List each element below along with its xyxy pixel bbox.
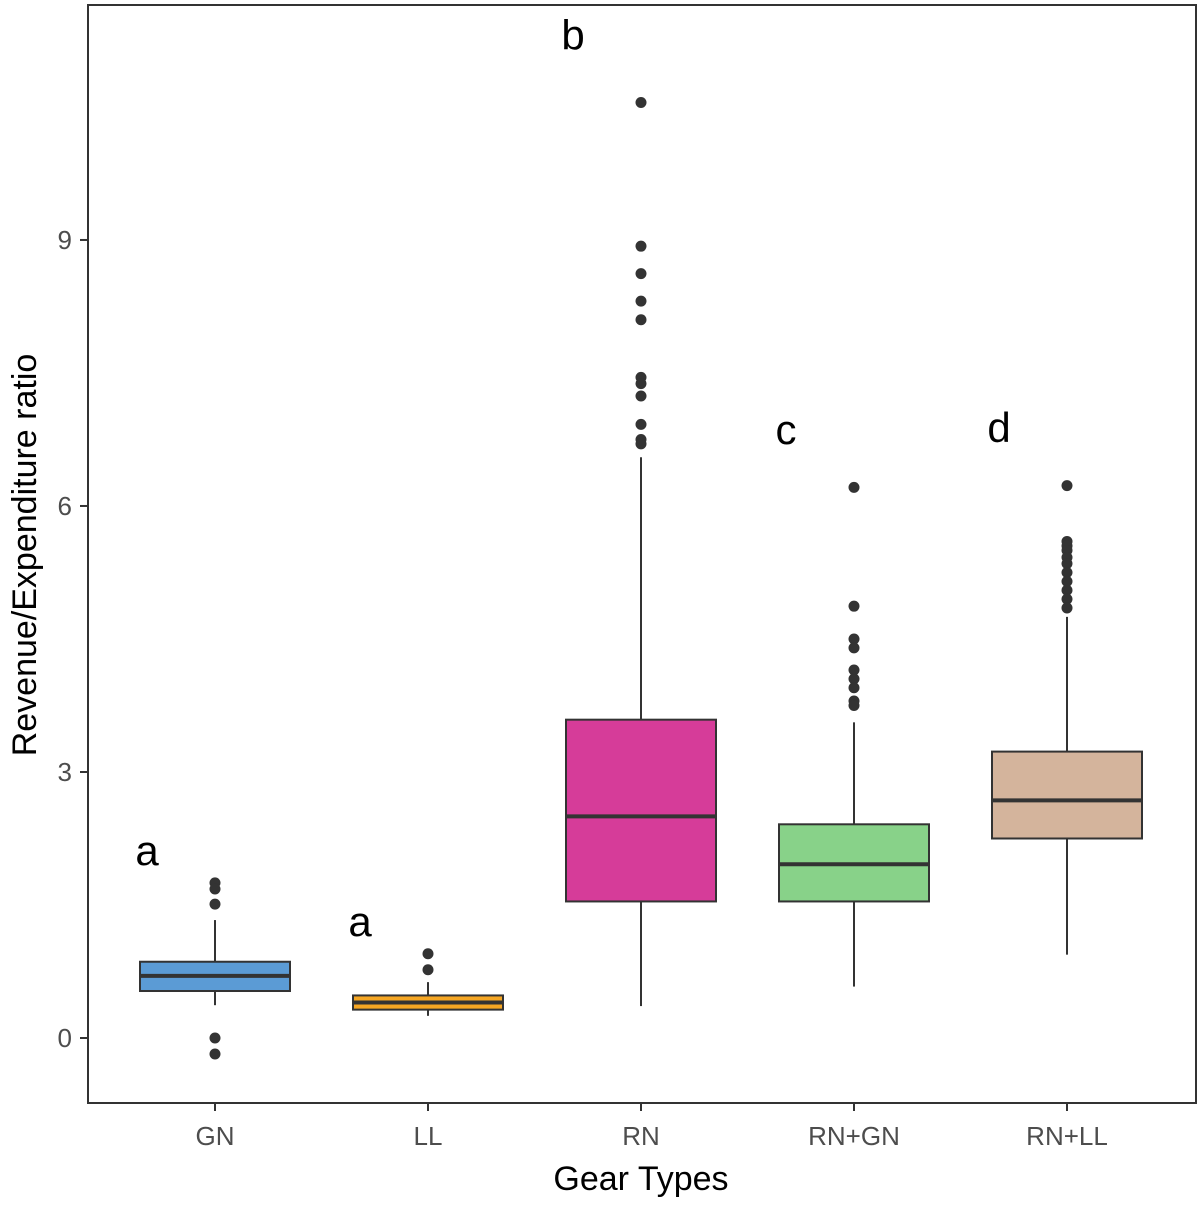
- box-group-ll: a: [348, 898, 504, 1016]
- outlier-point-rn: [635, 295, 647, 307]
- outlier-point-ll: [422, 948, 434, 960]
- x-tick-label-gn: GN: [196, 1121, 235, 1151]
- significance-letter-gn: a: [135, 827, 159, 874]
- outlier-point-rn-gn: [848, 682, 860, 694]
- outlier-point-rn-ll: [1061, 480, 1073, 492]
- significance-letter-ll: a: [348, 898, 372, 945]
- outlier-point-rn-gn: [848, 664, 860, 676]
- x-tick-label-ll: LL: [414, 1121, 443, 1151]
- outlier-point-gn: [209, 1032, 221, 1044]
- outlier-point-rn: [635, 390, 647, 402]
- outlier-point-rn-gn: [848, 699, 860, 711]
- y-tick-label: 0: [58, 1023, 72, 1053]
- x-tick-label-rn-gn: RN+GN: [808, 1121, 900, 1151]
- x-axis-title: Gear Types: [553, 1160, 728, 1198]
- axes: GN LL RN RN+GN RN+LL 0 3 6 9: [58, 225, 1108, 1151]
- outlier-point-ll: [422, 964, 434, 976]
- y-tick-label: 9: [58, 225, 72, 255]
- box-group-rn: b: [561, 11, 717, 1007]
- outlier-point-rn-gn: [848, 633, 860, 645]
- outlier-point-rn: [635, 314, 647, 326]
- x-tick-label-rn: RN: [622, 1121, 660, 1151]
- plot-area: a a b c d: [135, 11, 1143, 1060]
- outlier-point-rn: [635, 240, 647, 252]
- y-tick-label: 3: [58, 757, 72, 787]
- significance-letter-rn: b: [561, 11, 584, 58]
- outlier-point-rn-gn: [848, 600, 860, 612]
- outlier-point-rn-ll: [1061, 602, 1073, 614]
- y-axis-title: Revenue/Expenditure ratio: [6, 354, 44, 757]
- box-group-rn-gn: c: [776, 406, 930, 987]
- outlier-point-rn: [635, 418, 647, 430]
- outlier-point-rn-ll: [1061, 593, 1073, 605]
- box-group-rn-ll: d: [987, 404, 1143, 955]
- outlier-point-rn-ll: [1061, 566, 1073, 578]
- outlier-point-rn-ll: [1061, 575, 1073, 587]
- outlier-point-gn: [209, 1048, 221, 1060]
- outlier-point-rn-gn: [848, 673, 860, 685]
- outlier-point-rn: [635, 378, 647, 390]
- outlier-point-rn-ll: [1061, 584, 1073, 596]
- outlier-point-gn: [209, 898, 221, 910]
- x-tick-label-rn-ll: RN+LL: [1026, 1121, 1108, 1151]
- outlier-point-rn: [635, 438, 647, 450]
- significance-letter-rn-ll: d: [987, 404, 1010, 451]
- outlier-point-rn-gn: [848, 481, 860, 493]
- outlier-point-rn: [635, 268, 647, 280]
- box-rn-ll: [991, 750, 1143, 840]
- y-tick-label: 6: [58, 491, 72, 521]
- outlier-point-rn-ll: [1061, 558, 1073, 570]
- outlier-point-rn: [635, 97, 647, 109]
- box-rn: [565, 718, 717, 903]
- outlier-point-rn-gn: [848, 642, 860, 654]
- box-group-gn: a: [135, 827, 291, 1060]
- outlier-point-gn: [209, 883, 221, 895]
- significance-letter-rn-gn: c: [776, 406, 797, 453]
